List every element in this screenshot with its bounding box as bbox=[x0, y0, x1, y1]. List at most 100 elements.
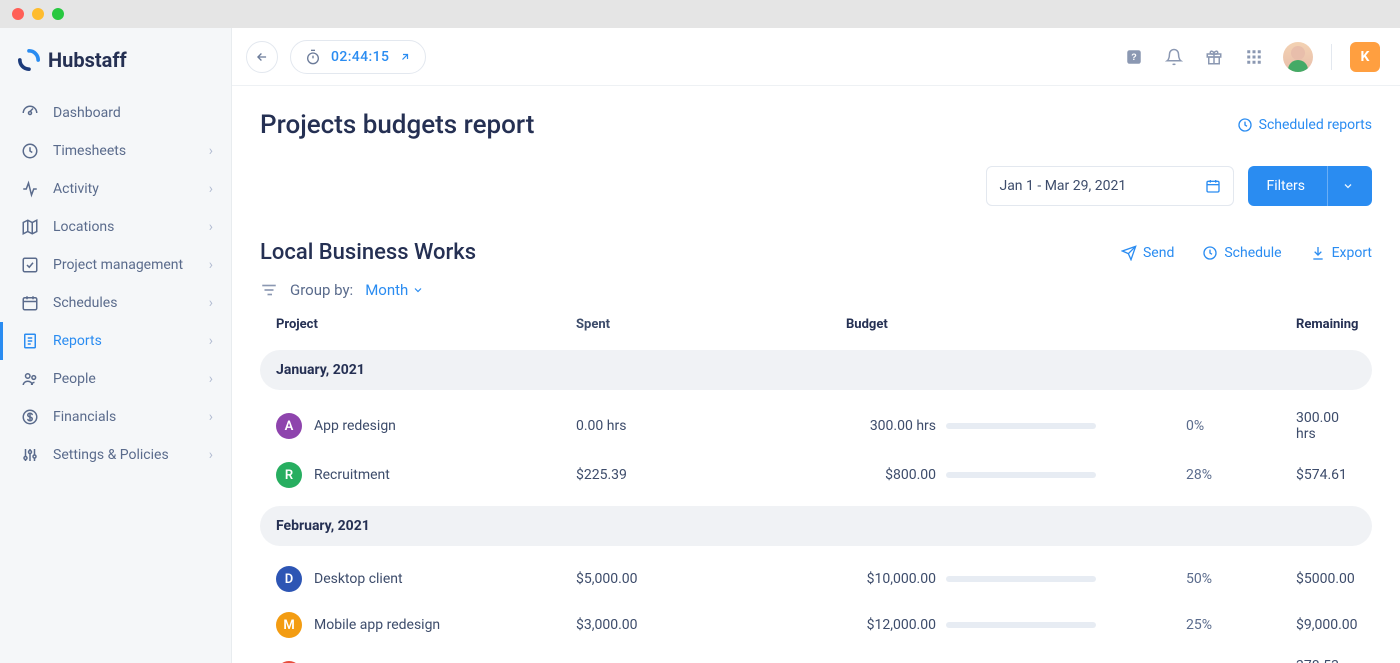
topbar-right: ? K bbox=[1123, 42, 1380, 72]
budget-value: $12,000.00 bbox=[846, 617, 936, 633]
chevron-right-icon: › bbox=[209, 181, 213, 197]
sidebar-item-schedules[interactable]: Schedules› bbox=[0, 284, 231, 322]
date-range-value: Jan 1 - Mar 29, 2021 bbox=[999, 178, 1126, 194]
sort-icon[interactable] bbox=[260, 281, 278, 299]
dollar-icon bbox=[21, 408, 39, 426]
groupby-label: Group by: bbox=[290, 281, 353, 299]
timer-pill[interactable]: 02:44:15 bbox=[290, 40, 426, 74]
spent-value: $5,000.00 bbox=[576, 571, 846, 587]
table-row[interactable]: PProduct design21.47 hrs400.00 hrs5%378.… bbox=[260, 648, 1372, 663]
sidebar-item-locations[interactable]: Locations › bbox=[0, 208, 231, 246]
sidebar-item-activity[interactable]: Activity› bbox=[0, 170, 231, 208]
progress-bar bbox=[946, 472, 1096, 478]
col-remaining: Remaining bbox=[1296, 317, 1358, 332]
scheduled-reports-label: Scheduled reports bbox=[1259, 117, 1372, 133]
col-project: Project bbox=[276, 317, 576, 332]
main: 02:44:15 ? bbox=[232, 28, 1400, 663]
pct-value: 25% bbox=[1186, 617, 1296, 633]
apps-icon[interactable] bbox=[1243, 46, 1265, 68]
bell-icon[interactable] bbox=[1163, 46, 1185, 68]
budgets-table: Project Spent Budget Remaining January, … bbox=[260, 317, 1372, 663]
back-button[interactable] bbox=[246, 41, 278, 73]
clock-icon bbox=[21, 142, 39, 160]
project-name: Mobile app redesign bbox=[314, 617, 440, 633]
budget-value: $10,000.00 bbox=[846, 571, 936, 587]
project-badge: R bbox=[276, 462, 302, 488]
page-title: Projects budgets report bbox=[260, 110, 534, 140]
col-spent: Spent bbox=[576, 317, 846, 332]
table-row[interactable]: MMobile app redesign$3,000.00$12,000.002… bbox=[260, 602, 1372, 648]
project-badge: D bbox=[276, 566, 302, 592]
activity-icon bbox=[21, 180, 39, 198]
sliders-icon bbox=[21, 446, 39, 464]
clock-icon bbox=[1237, 117, 1253, 133]
sidebar-item-people[interactable]: People› bbox=[0, 360, 231, 398]
date-range-picker[interactable]: Jan 1 - Mar 29, 2021 bbox=[986, 166, 1234, 206]
report-icon bbox=[21, 332, 39, 350]
group-header: January, 2021 bbox=[260, 350, 1372, 390]
remaining-value: 300.00 hrs bbox=[1296, 410, 1356, 442]
window-zoom-icon[interactable] bbox=[52, 8, 64, 20]
avatar[interactable] bbox=[1283, 42, 1313, 72]
groupby-select[interactable]: Month bbox=[365, 281, 424, 299]
groupby-value: Month bbox=[365, 281, 408, 299]
sidebar-item-reports[interactable]: Reports› bbox=[0, 322, 231, 360]
send-button[interactable]: Send bbox=[1121, 245, 1174, 261]
calendar-icon bbox=[1205, 178, 1221, 194]
timer-value: 02:44:15 bbox=[331, 49, 389, 65]
export-button[interactable]: Export bbox=[1310, 245, 1372, 261]
separator bbox=[1331, 44, 1332, 70]
project-name: App redesign bbox=[314, 418, 396, 434]
sidebar-item-label: Financials bbox=[53, 409, 116, 425]
scheduled-reports-link[interactable]: Scheduled reports bbox=[1237, 117, 1372, 133]
progress-bar bbox=[946, 576, 1096, 582]
sidebar-item-project-management[interactable]: Project management› bbox=[0, 246, 231, 284]
table-row[interactable]: AApp redesign0.00 hrs300.00 hrs0%300.00 … bbox=[260, 400, 1372, 452]
chevron-right-icon: › bbox=[209, 143, 213, 159]
sidebar-item-label: People bbox=[53, 371, 96, 387]
table-row[interactable]: RRecruitment$225.39$800.0028%$574.61 bbox=[260, 452, 1372, 498]
table-row[interactable]: DDesktop client$5,000.00$10,000.0050%$50… bbox=[260, 556, 1372, 602]
sidebar-item-timesheets[interactable]: Timesheets › bbox=[0, 132, 231, 170]
remaining-value: $9,000.00 bbox=[1296, 617, 1358, 633]
col-budget: Budget bbox=[846, 317, 1186, 332]
brand-name: Hubstaff bbox=[48, 48, 127, 72]
calendar-icon bbox=[21, 294, 39, 312]
filters-label: Filters bbox=[1266, 178, 1305, 194]
schedule-button[interactable]: Schedule bbox=[1202, 245, 1281, 261]
project-name: Desktop client bbox=[314, 571, 403, 587]
sidebar-item-label: Settings & Policies bbox=[53, 447, 169, 463]
send-label: Send bbox=[1143, 245, 1174, 261]
svg-text:?: ? bbox=[1131, 52, 1137, 62]
gift-icon[interactable] bbox=[1203, 46, 1225, 68]
window-close-icon[interactable] bbox=[12, 8, 24, 20]
sidebar-item-label: Timesheets bbox=[53, 143, 126, 159]
pct-value: 50% bbox=[1186, 571, 1296, 587]
brand-logo[interactable]: Hubstaff bbox=[0, 48, 231, 94]
spent-value: $3,000.00 bbox=[576, 617, 846, 633]
sidebar-item-label: Dashboard bbox=[53, 105, 121, 121]
filters-button[interactable]: Filters bbox=[1248, 166, 1372, 206]
sidebar-item-financials[interactable]: Financials› bbox=[0, 398, 231, 436]
chevron-right-icon: › bbox=[209, 219, 213, 235]
help-icon[interactable]: ? bbox=[1123, 46, 1145, 68]
remaining-value: 378.53 hrs bbox=[1296, 658, 1356, 663]
project-name: Recruitment bbox=[314, 467, 390, 483]
sidebar-item-dashboard[interactable]: Dashboard bbox=[0, 94, 231, 132]
progress-bar bbox=[946, 423, 1096, 429]
budget-value: 300.00 hrs bbox=[846, 418, 936, 434]
section-title: Local Business Works bbox=[260, 240, 476, 265]
topbar: 02:44:15 ? bbox=[232, 28, 1400, 86]
user-chip[interactable]: K bbox=[1350, 42, 1380, 72]
sidebar-item-settings-policies[interactable]: Settings & Policies› bbox=[0, 436, 231, 474]
sidebar-item-label: Schedules bbox=[53, 295, 117, 311]
open-external-icon bbox=[399, 51, 411, 63]
people-icon bbox=[21, 370, 39, 388]
remaining-value: $574.61 bbox=[1296, 467, 1356, 483]
spent-value: 0.00 hrs bbox=[576, 418, 846, 434]
window-minimize-icon[interactable] bbox=[32, 8, 44, 20]
spent-value: $225.39 bbox=[576, 467, 846, 483]
sidebar-item-label: Project management bbox=[53, 257, 183, 273]
sidebar-item-label: Locations bbox=[53, 219, 114, 235]
sidebar-item-label: Reports bbox=[53, 333, 102, 349]
